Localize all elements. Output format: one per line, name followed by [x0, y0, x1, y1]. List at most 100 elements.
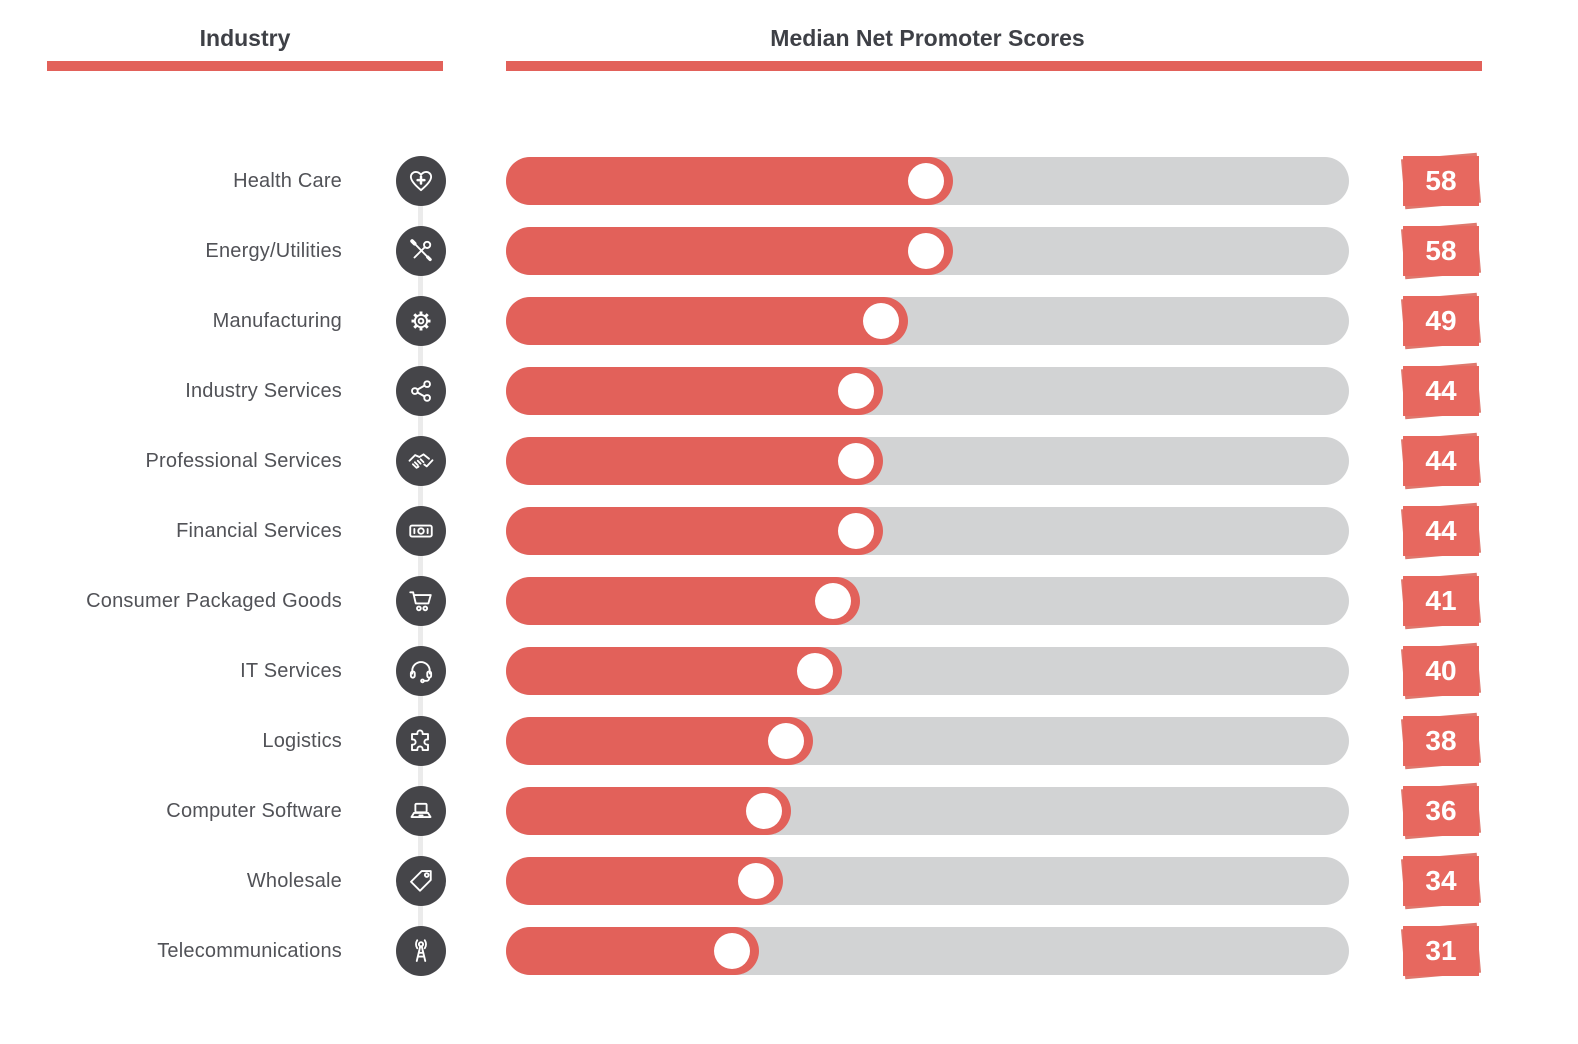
industry-icon-circle: [396, 366, 446, 416]
score-bar-fill: [506, 787, 791, 835]
score-bar-fill: [506, 437, 883, 485]
score-badge-value: 58: [1403, 226, 1479, 276]
score-bar-fill: [506, 297, 909, 345]
row-health-care: Health Care 58: [0, 146, 1578, 216]
score-bar-track: [506, 577, 1349, 625]
row-computer-software: Computer Software 36: [0, 776, 1578, 846]
score-bar-knob: [837, 513, 874, 549]
score-badge-value: 44: [1403, 366, 1479, 416]
puzzle-icon: [411, 729, 429, 751]
score-badge: 38: [1403, 716, 1479, 766]
score-bar-knob: [737, 863, 774, 899]
score-bar-fill: [506, 157, 953, 205]
score-bar-knob: [815, 583, 852, 619]
score-bar-track: [506, 507, 1349, 555]
score-bar-track: [506, 787, 1349, 835]
row-logistics: Logistics 38: [0, 706, 1578, 776]
industry-icon-circle: [396, 296, 446, 346]
industry-column-title: Industry: [199, 25, 291, 51]
industry-column-header: Industry: [47, 24, 443, 71]
industry-label: Professional Services: [145, 449, 342, 472]
industry-icon-circle: [396, 506, 446, 556]
share-icon: [411, 380, 431, 402]
score-bar-fill: [506, 927, 759, 975]
row-wholesale: Wholesale 34: [0, 846, 1578, 916]
score-badge-value: 40: [1403, 646, 1479, 696]
score-badge: 34: [1403, 856, 1479, 906]
score-badge: 44: [1403, 366, 1479, 416]
headset-icon: [409, 661, 433, 684]
tools-icon: [410, 239, 432, 262]
score-bar-track: [506, 857, 1349, 905]
score-badge: 36: [1403, 786, 1479, 836]
score-bar-fill: [506, 647, 842, 695]
score-badge: 58: [1403, 226, 1479, 276]
score-badge-value: 41: [1403, 576, 1479, 626]
row-energy-utilities: Energy/Utilities 58: [0, 216, 1578, 286]
antenna-icon: [415, 939, 427, 962]
industry-rows: Health Care 58 Energy/Utilities 58 Manuf…: [0, 146, 1578, 986]
score-bar-knob: [837, 373, 874, 409]
score-bar-fill: [506, 507, 883, 555]
industry-label: Consumer Packaged Goods: [86, 589, 342, 612]
industry-icon-circle: [396, 646, 446, 696]
row-manufacturing: Manufacturing 49: [0, 286, 1578, 356]
score-bar-knob: [907, 233, 944, 269]
row-telecommunications: Telecommunications 31: [0, 916, 1578, 986]
score-badge: 58: [1403, 156, 1479, 206]
industry-label: Financial Services: [176, 519, 342, 542]
industry-icon-circle: [396, 926, 446, 976]
score-bar-knob: [745, 793, 782, 829]
heart-plus-icon: [409, 170, 433, 192]
industry-label: Health Care: [233, 169, 342, 192]
score-bar-track: [506, 647, 1349, 695]
industry-icon-circle: [396, 576, 446, 626]
row-financial-services: Financial Services 44: [0, 496, 1578, 566]
banknote-icon: [409, 524, 433, 538]
score-badge: 44: [1403, 436, 1479, 486]
score-badge-value: 44: [1403, 506, 1479, 556]
score-bar-fill: [506, 227, 953, 275]
score-bar-track: [506, 717, 1349, 765]
score-badge: 44: [1403, 506, 1479, 556]
industry-label: Computer Software: [166, 799, 342, 822]
score-badge-value: 36: [1403, 786, 1479, 836]
laptop-icon: [410, 802, 432, 818]
scores-column-title: Median Net Promoter Scores: [770, 25, 1085, 51]
handshake-icon: [408, 453, 434, 469]
icon-connector-line: [418, 181, 423, 951]
score-badge-value: 31: [1403, 926, 1479, 976]
score-bar-knob: [907, 163, 944, 199]
industry-label: IT Services: [240, 659, 342, 682]
score-badge-value: 58: [1403, 156, 1479, 206]
score-bar-fill: [506, 857, 783, 905]
row-professional-services: Professional Services 44: [0, 426, 1578, 496]
score-bar-fill: [506, 717, 813, 765]
score-badge: 31: [1403, 926, 1479, 976]
score-bar-fill: [506, 367, 883, 415]
row-industry-services: Industry Services 44: [0, 356, 1578, 426]
score-bar-track: [506, 157, 1349, 205]
score-bar-track: [506, 927, 1349, 975]
score-bar-track: [506, 437, 1349, 485]
score-badge-value: 38: [1403, 716, 1479, 766]
industry-label: Energy/Utilities: [205, 239, 342, 262]
score-bar-knob: [837, 443, 874, 479]
score-bar-track: [506, 297, 1349, 345]
industry-icon-circle: [396, 786, 446, 836]
scores-column-header: Median Net Promoter Scores: [506, 24, 1482, 71]
score-badge-value: 44: [1403, 436, 1479, 486]
score-bar-knob: [767, 723, 804, 759]
industry-icon-circle: [396, 856, 446, 906]
industry-label: Manufacturing: [212, 309, 342, 332]
score-bar-knob: [796, 653, 833, 689]
row-consumer-packaged-goods: Consumer Packaged Goods 41: [0, 566, 1578, 636]
score-badge: 40: [1403, 646, 1479, 696]
industry-header-underline: [47, 61, 443, 71]
industry-label: Logistics: [262, 729, 342, 752]
score-badge: 49: [1403, 296, 1479, 346]
industry-label: Industry Services: [185, 379, 342, 402]
score-badge-value: 34: [1403, 856, 1479, 906]
industry-icon-circle: [396, 156, 446, 206]
